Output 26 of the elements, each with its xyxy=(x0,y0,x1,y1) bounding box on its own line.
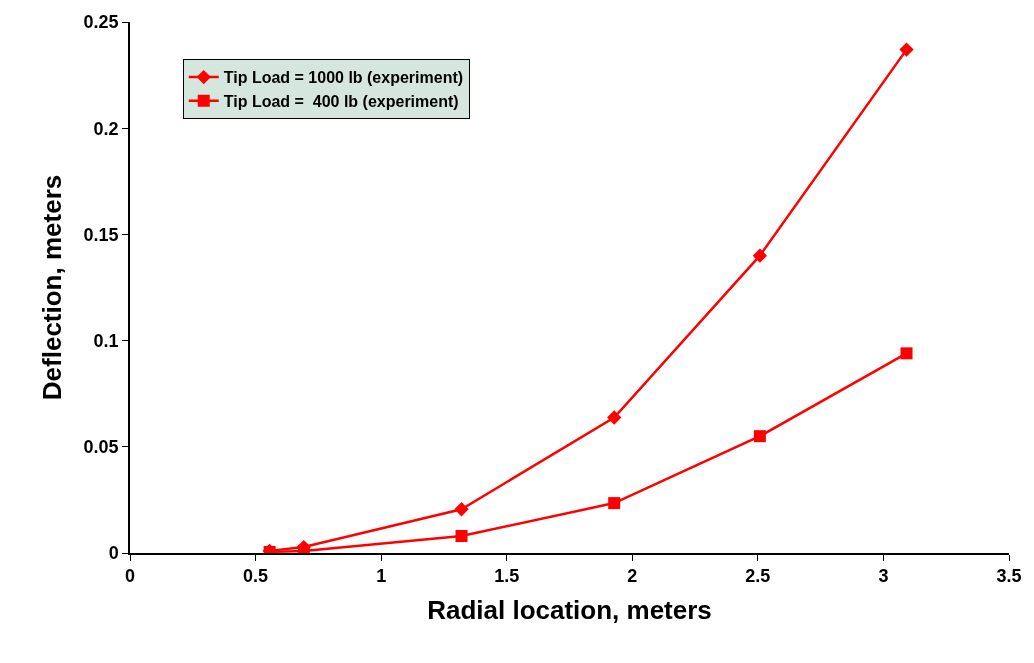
x-tick-label: 1.5 xyxy=(494,566,520,587)
y-tick-label: 0.15 xyxy=(83,224,119,245)
x-tick-label: 3.5 xyxy=(996,566,1022,587)
x-tick-label: 3 xyxy=(878,566,889,587)
point xyxy=(608,497,621,510)
point xyxy=(753,430,766,443)
x-tick-label: 1 xyxy=(376,566,387,587)
legend-label: Tip Load = 1000 lb (experiment) xyxy=(223,69,464,87)
point xyxy=(900,347,913,360)
y-tick-label: 0.25 xyxy=(83,12,119,33)
point xyxy=(899,42,914,57)
x-tick-label: 2.5 xyxy=(745,566,771,587)
x-tick-label: 2 xyxy=(627,566,638,587)
y-tick-label: 0.1 xyxy=(93,330,119,351)
y-tick-label: 0 xyxy=(108,543,119,564)
y-tick-label: 0.05 xyxy=(83,437,119,458)
point xyxy=(455,530,468,543)
point xyxy=(607,410,622,425)
y-tick-label: 0.2 xyxy=(93,118,119,139)
x-tick-label: 0 xyxy=(124,566,136,587)
x-tick-label: 0.5 xyxy=(243,566,269,587)
x-axis-title: Radial location, meters xyxy=(427,594,712,625)
point xyxy=(454,502,469,517)
point xyxy=(752,248,768,263)
y-axis-title: Deflection, meters xyxy=(36,174,67,401)
legend-label: Tip Load = 400 lb (experiment) xyxy=(223,93,459,111)
